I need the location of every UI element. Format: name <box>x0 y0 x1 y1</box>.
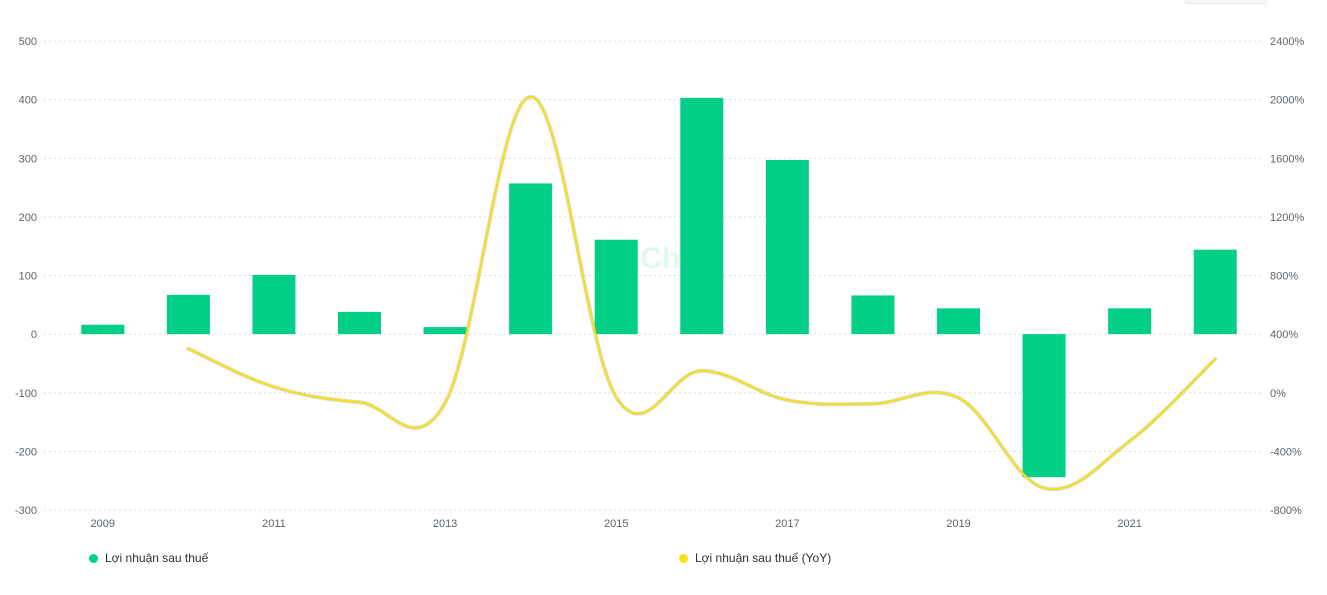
line-series <box>186 94 1218 492</box>
bar <box>338 311 381 335</box>
x-tick-label: 2013 <box>433 518 457 530</box>
bar <box>680 97 724 335</box>
bar <box>765 160 809 335</box>
y-left-tick-label: -100 <box>15 388 37 400</box>
bar-series <box>81 97 1237 478</box>
x-tick-label: 2019 <box>946 518 970 530</box>
y-right-tick-label: 800% <box>1270 271 1298 283</box>
y-right-tick-label: 0% <box>1270 388 1286 400</box>
bar <box>937 308 980 335</box>
x-tick-label: 2009 <box>91 518 115 530</box>
bar <box>166 294 210 335</box>
legend-label: Lợi nhuận sau thuế <box>105 551 209 565</box>
x-axis-ticks: 2009 2011 2013 2015 2017 2019 2021 <box>91 518 1142 530</box>
x-tick-label: 2015 <box>604 518 628 530</box>
grid-lines <box>44 40 1262 511</box>
y-left-tick-label: 100 <box>19 271 37 283</box>
x-tick-label: 2011 <box>262 518 286 530</box>
y-right-tick-label: -800% <box>1270 505 1302 517</box>
y-right-tick-label: 400% <box>1270 329 1298 341</box>
y-left-tick-label: 0 <box>31 329 37 341</box>
x-tick-label: 2021 <box>1117 518 1141 530</box>
x-tick-label: 2017 <box>775 518 799 530</box>
y-left-tick-label: -300 <box>15 505 37 517</box>
y-right-tick-label: 1200% <box>1270 212 1304 224</box>
y-right-tick-label: 2000% <box>1270 95 1304 107</box>
bar <box>252 274 296 335</box>
y-left-tick-label: 300 <box>19 153 37 165</box>
bar <box>1193 249 1237 335</box>
legend-item-bar[interactable]: Lợi nhuận sau thuế <box>89 551 208 565</box>
left-axis-ticks: 500 400 300 200 100 0 -100 -200 -300 <box>15 36 37 517</box>
legend-dot-green-icon <box>89 553 98 563</box>
y-right-tick-label: 2400% <box>1270 36 1304 48</box>
legend-dot-yellow-icon <box>679 553 688 563</box>
bar <box>851 295 895 335</box>
y-left-tick-label: 200 <box>19 212 37 224</box>
right-axis-ticks: 2400% 2000% 1600% 1200% 800% 400% 0% -400% -800% <box>1270 36 1304 517</box>
bar <box>509 183 553 335</box>
toolbar-button[interactable] <box>1185 0 1267 4</box>
bar <box>423 327 467 335</box>
y-right-tick-label: -400% <box>1270 446 1302 458</box>
bar <box>594 239 638 335</box>
y-left-tick-label: 400 <box>19 95 37 107</box>
bar <box>81 324 125 335</box>
legend-label: Lợi nhuận sau thuế (YoY) <box>695 551 832 565</box>
y-left-tick-label: 500 <box>19 36 37 48</box>
bar <box>1108 308 1152 335</box>
legend-item-line[interactable]: Lợi nhuận sau thuế (YoY) <box>679 551 831 565</box>
y-right-tick-label: 1600% <box>1270 153 1304 165</box>
line-yoy <box>187 95 1217 491</box>
y-left-tick-label: -200 <box>15 446 37 458</box>
bar <box>1022 334 1066 478</box>
